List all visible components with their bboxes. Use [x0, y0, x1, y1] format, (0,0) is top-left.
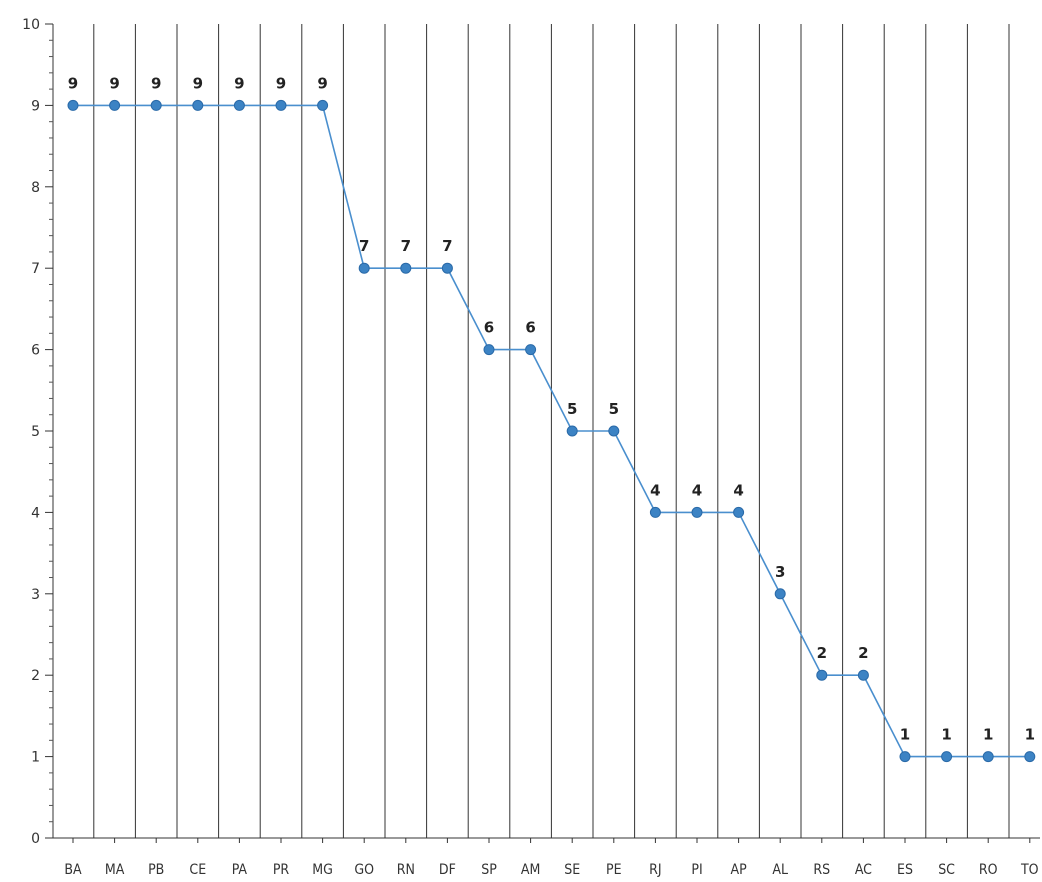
y-tick-label: 6 [31, 343, 40, 359]
data-label: 7 [442, 237, 452, 255]
data-point [608, 425, 620, 437]
x-tick-label: AM [521, 862, 540, 878]
x-tick-label: ES [897, 862, 913, 878]
data-point [275, 99, 287, 111]
data-point [400, 262, 412, 274]
data-label: 5 [609, 400, 619, 418]
data-label: 7 [401, 237, 411, 255]
data-label: 6 [525, 319, 535, 337]
x-tick-label: GO [354, 862, 374, 878]
y-tick-label: 7 [31, 261, 40, 277]
y-tick-label: 4 [31, 505, 40, 521]
x-tick-label: RN [397, 862, 415, 878]
x-tick-label: PI [691, 862, 702, 878]
x-tick-label: PE [606, 862, 622, 878]
data-label: 1 [941, 726, 951, 744]
x-tick-label: DF [439, 862, 456, 878]
x-tick-label: PA [232, 862, 248, 878]
data-point [358, 262, 370, 274]
data-point [233, 99, 245, 111]
data-point [109, 99, 121, 111]
data-point [525, 344, 537, 356]
y-tick-label: 3 [31, 587, 40, 603]
x-tick-label: RO [979, 862, 998, 878]
data-label: 5 [567, 400, 577, 418]
x-tick-label: AP [730, 862, 747, 878]
data-point [857, 669, 869, 681]
y-tick-label: 2 [31, 668, 40, 684]
series-line [73, 104, 1030, 758]
data-point [816, 669, 828, 681]
data-label: 9 [317, 74, 327, 92]
data-label: 7 [359, 237, 369, 255]
data-label: 9 [109, 74, 119, 92]
axis-layer: 0 1 2 3 4 5 6 7 8 9 10 BA MA PB CE PA PR MG GO RN DF SP AM SE PE… [22, 17, 1040, 878]
y-tick-label: 9 [31, 98, 40, 114]
data-label: 9 [68, 74, 78, 92]
y-tick-label: 1 [31, 750, 40, 766]
data-point [566, 425, 578, 437]
data-point [733, 506, 745, 518]
data-label: 9 [234, 74, 244, 92]
x-tick-label: RS [813, 862, 830, 878]
x-tick-label: PR [273, 862, 290, 878]
y-tick-label: 0 [31, 831, 40, 847]
series-layer [67, 99, 1036, 763]
data-point [941, 751, 953, 763]
x-tick-label: AL [772, 862, 788, 878]
x-tick-label: RJ [649, 862, 661, 878]
data-label: 9 [151, 74, 161, 92]
x-tick-label: PB [148, 862, 164, 878]
data-point [691, 506, 703, 518]
label-layer: 9 9 9 9 9 9 9 7 7 7 6 6 5 5 4 4 4 3 2 2 1 1 1 1 [68, 74, 1035, 743]
x-tick-label: AC [855, 862, 872, 878]
data-point [1024, 751, 1036, 763]
data-point [982, 751, 994, 763]
y-tick-label: 5 [31, 424, 40, 440]
y-tick-label: 10 [22, 17, 40, 33]
data-label: 9 [276, 74, 286, 92]
data-label: 2 [858, 644, 868, 662]
x-tick-label: BA [64, 862, 82, 878]
data-label: 2 [817, 644, 827, 662]
data-point [150, 99, 162, 111]
x-tick-label: SC [938, 862, 955, 878]
x-tick-label: SE [564, 862, 580, 878]
data-point [317, 99, 329, 111]
data-point [774, 588, 786, 600]
data-label: 4 [733, 481, 743, 499]
data-point [192, 99, 204, 111]
data-point [67, 99, 79, 111]
data-label: 1 [1025, 726, 1035, 744]
x-tick-label: MA [105, 862, 125, 878]
data-label: 1 [983, 726, 993, 744]
x-tick-label: TO [1020, 862, 1039, 878]
data-point [899, 751, 911, 763]
data-label: 1 [900, 726, 910, 744]
x-tick-label: MG [312, 862, 333, 878]
x-tick-label: CE [189, 862, 206, 878]
data-label: 6 [484, 319, 494, 337]
grid-layer [93, 24, 1010, 838]
x-tick-label: SP [481, 862, 497, 878]
data-label: 3 [775, 563, 785, 581]
data-label: 9 [193, 74, 203, 92]
data-point [649, 506, 661, 518]
data-label: 4 [650, 481, 660, 499]
data-point [483, 344, 495, 356]
data-label: 4 [692, 481, 702, 499]
data-point [441, 262, 453, 274]
y-tick-label: 8 [31, 180, 40, 196]
